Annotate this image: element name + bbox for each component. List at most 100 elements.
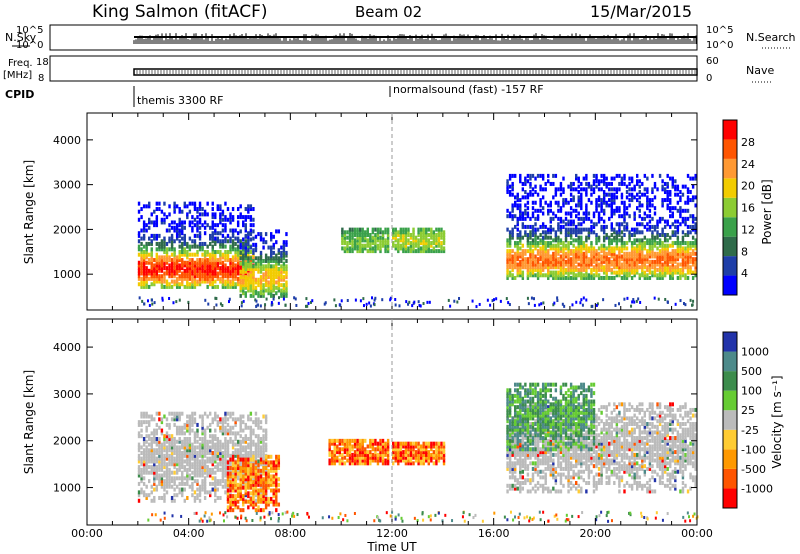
power-cell xyxy=(623,241,626,246)
velocity-cell xyxy=(234,485,237,490)
power-cell xyxy=(249,215,253,220)
power-cell xyxy=(173,263,176,268)
velocity-cell xyxy=(158,465,161,470)
power-cell xyxy=(252,217,255,222)
power-cell xyxy=(280,253,283,258)
power-cell xyxy=(254,267,258,272)
power-cell xyxy=(272,242,275,247)
power-cell xyxy=(236,207,240,212)
velocity-cell xyxy=(216,445,220,450)
power-cell xyxy=(137,247,141,252)
power-cell xyxy=(615,235,619,240)
velocity-cell xyxy=(178,453,181,458)
power-cell xyxy=(140,284,143,289)
power-cell xyxy=(384,249,387,254)
velocity-cell xyxy=(150,445,153,450)
power-cell xyxy=(516,267,519,272)
velocity-cell xyxy=(244,477,247,482)
power-cell xyxy=(534,176,537,181)
velocity-cell xyxy=(191,451,194,456)
power-cell xyxy=(651,249,654,254)
power-cell xyxy=(521,262,525,267)
power-cell xyxy=(676,241,680,246)
power-cell xyxy=(691,195,695,200)
power-cell xyxy=(418,303,421,307)
power-cell xyxy=(694,216,697,221)
power-cell xyxy=(168,284,171,289)
power-cell xyxy=(158,247,161,252)
power-cell xyxy=(224,201,227,206)
velocity-cell xyxy=(229,425,232,430)
power-cell xyxy=(193,271,197,276)
power-cell xyxy=(272,275,275,280)
power-cell xyxy=(653,251,657,256)
power-cell xyxy=(633,257,636,262)
power-cell xyxy=(636,254,639,259)
power-cell xyxy=(175,276,179,281)
velocity-cell xyxy=(160,442,164,447)
power-cell xyxy=(643,254,647,259)
power-cell xyxy=(651,243,654,248)
power-cell xyxy=(618,214,621,219)
power-cell xyxy=(534,254,537,259)
power-cell xyxy=(628,230,631,235)
power-cell xyxy=(648,254,652,259)
power-cell xyxy=(196,223,199,228)
power-cell xyxy=(610,238,613,243)
velocity-cell xyxy=(158,479,161,484)
power-cell xyxy=(196,225,199,230)
power-cell xyxy=(526,270,530,275)
power-cell xyxy=(511,187,514,192)
power-cell xyxy=(686,195,690,200)
velocity-cell xyxy=(242,494,245,499)
power-cell xyxy=(651,187,654,192)
power-cell xyxy=(541,246,545,251)
power-cell xyxy=(676,243,680,248)
power-cell xyxy=(526,257,530,262)
power-cell xyxy=(623,297,626,301)
power-cell xyxy=(641,241,644,246)
power-cell xyxy=(567,273,570,278)
velocity-cell xyxy=(155,439,159,444)
power-cell xyxy=(356,238,359,243)
power-cell xyxy=(651,238,654,243)
velocity-cell xyxy=(178,428,181,433)
velocity-cell xyxy=(186,470,189,475)
power-cell xyxy=(508,192,512,197)
velocity-cell xyxy=(231,460,235,465)
power-cell xyxy=(506,190,509,195)
power-cell xyxy=(442,246,446,251)
power-cell xyxy=(366,227,369,232)
velocity-cell xyxy=(193,436,197,441)
power-cell xyxy=(681,246,685,251)
velocity-cell xyxy=(178,445,181,450)
power-cell xyxy=(155,276,159,281)
velocity-cell xyxy=(148,436,151,441)
power-cell xyxy=(582,254,586,259)
power-cell xyxy=(602,211,606,216)
velocity-cell xyxy=(203,462,207,467)
velocity-cell xyxy=(170,470,174,475)
power-cell xyxy=(259,280,263,285)
power-cell xyxy=(229,266,232,271)
power-cell xyxy=(676,275,680,280)
velocity-cell xyxy=(239,466,242,471)
power-cell xyxy=(514,203,517,208)
velocity-cell xyxy=(178,436,181,441)
velocity-cell xyxy=(186,439,189,444)
power-cell xyxy=(193,201,197,206)
power-cell xyxy=(577,235,580,240)
power-cell xyxy=(140,250,143,255)
power-cell xyxy=(615,246,619,251)
power-cell xyxy=(209,282,212,287)
power-cell xyxy=(540,302,543,306)
power-cell xyxy=(201,241,204,246)
velocity-cell xyxy=(254,498,258,503)
power-cell xyxy=(526,200,530,205)
power-cell xyxy=(671,222,674,227)
power-cell xyxy=(648,227,652,232)
power-cell xyxy=(145,266,148,271)
power-cell xyxy=(244,250,247,255)
velocity-cell xyxy=(142,420,146,425)
power-cell xyxy=(554,192,558,197)
